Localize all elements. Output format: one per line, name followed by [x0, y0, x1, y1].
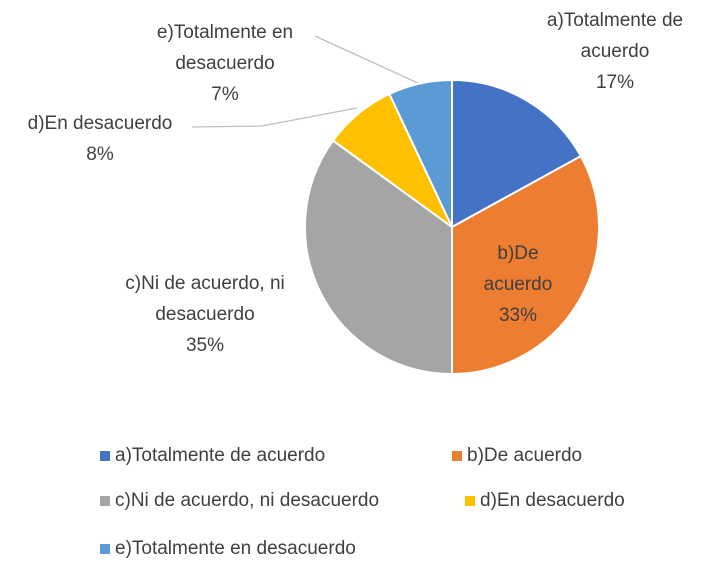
- legend-swatch: [100, 496, 110, 506]
- data-label-value: 33%: [498, 305, 538, 326]
- data-label: b)De acuerdo 33%: [463, 238, 573, 331]
- pie-slice: [304, 139, 453, 376]
- leader-line: [191, 107, 358, 128]
- data-label-value: 17%: [595, 72, 635, 93]
- data-label-value: 7%: [211, 84, 239, 105]
- data-label: a)Totalmente de acuerdo 17%: [515, 5, 704, 98]
- legend-label: c)Ni de acuerdo, ni desacuerdo: [115, 490, 380, 511]
- legend-label: a)Totalmente de acuerdo: [115, 445, 326, 466]
- data-label: c)Ni de acuerdo, ni desacuerdo 35%: [95, 268, 315, 361]
- pie-slice: [451, 78, 583, 229]
- legend-swatch: [100, 544, 110, 554]
- data-label-name: c)Ni de acuerdo, ni desacuerdo: [125, 273, 285, 325]
- legend-label: e)Totalmente en desacuerdo: [115, 538, 356, 559]
- data-label-name: d)En desacuerdo: [27, 113, 173, 134]
- leader-line: [314, 35, 421, 85]
- legend-label: b)De acuerdo: [467, 445, 583, 466]
- data-label-name: a)Totalmente de acuerdo: [546, 10, 684, 62]
- pie-slice: [388, 78, 453, 228]
- data-label-name: b)De acuerdo: [483, 243, 553, 295]
- data-label: e)Totalmente en desacuerdo 7%: [125, 17, 325, 110]
- data-label-name: e)Totalmente en desacuerdo: [156, 22, 294, 74]
- legend-swatch: [465, 496, 475, 506]
- legend-swatch: [100, 451, 110, 461]
- legend-swatch: [452, 451, 462, 461]
- pie-slice: [451, 154, 600, 376]
- legend-label: d)En desacuerdo: [480, 490, 625, 511]
- data-label-value: 35%: [185, 335, 225, 356]
- data-label: d)En desacuerdo 8%: [0, 108, 200, 170]
- data-label-value: 8%: [86, 144, 114, 165]
